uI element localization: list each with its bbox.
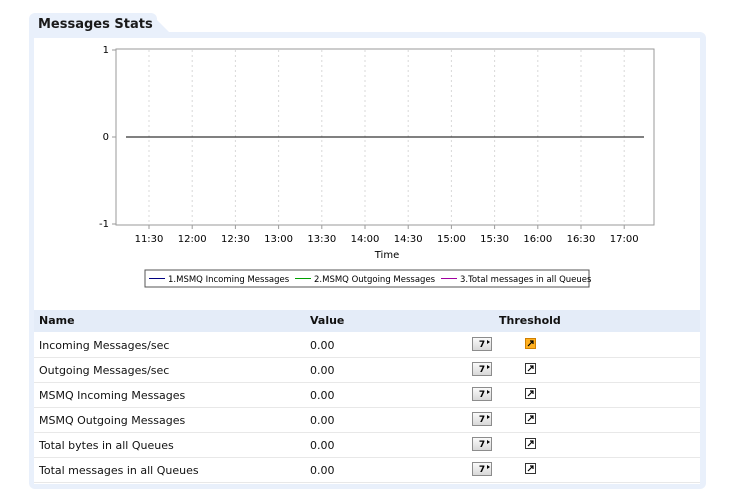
table-row: Total bytes in all Queues 0.00 7	[34, 433, 700, 458]
table-row: Incoming Messages/sec 0.00 7	[34, 333, 700, 358]
seven-day-graph-button[interactable]: 7	[472, 362, 492, 376]
x-tick-label: 12:30	[221, 234, 250, 245]
threshold-edit-icon[interactable]	[525, 413, 536, 424]
legend-entry: 3.Total messages in all Queues	[460, 275, 592, 285]
x-tick-label: 11:30	[135, 234, 164, 245]
x-tick-label: 12:00	[178, 234, 207, 245]
x-tick-label: 14:00	[351, 234, 380, 245]
x-tick-label: 17:00	[610, 234, 639, 245]
row-value: 0.00	[310, 339, 335, 352]
seven-day-graph-button[interactable]: 7	[472, 337, 492, 351]
x-tick-label: 14:30	[394, 234, 423, 245]
x-tick-label: 15:00	[437, 234, 466, 245]
threshold-edit-icon[interactable]	[525, 363, 536, 374]
y-tick-label: 1	[103, 45, 109, 56]
row-value: 0.00	[310, 439, 335, 452]
header-name: Name	[39, 314, 75, 327]
row-value: 0.00	[310, 464, 335, 477]
threshold-edit-icon[interactable]	[525, 338, 536, 349]
messages-chart: 11:30 12:00 12:30 13:00 13:30 14:00 14:30 15:00…	[99, 45, 655, 288]
row-name: MSMQ Incoming Messages	[39, 389, 186, 402]
header-value: Value	[310, 314, 345, 327]
seven-day-graph-button[interactable]: 7	[472, 437, 492, 451]
table-row: MSMQ Outgoing Messages 0.00 7	[34, 408, 700, 433]
threshold-edit-icon[interactable]	[525, 388, 536, 399]
play-arrow-icon	[487, 390, 490, 394]
y-tick-label: 0	[103, 132, 109, 143]
header-threshold: Threshold	[499, 314, 561, 327]
x-tick-label: 15:30	[480, 234, 509, 245]
x-tick-label: 16:30	[567, 234, 596, 245]
table-row: MSMQ Incoming Messages 0.00 7	[34, 383, 700, 408]
threshold-edit-icon[interactable]	[525, 463, 536, 474]
play-arrow-icon	[487, 365, 490, 369]
x-tick-label: 16:00	[523, 234, 552, 245]
legend-entry: 1.MSMQ Incoming Messages	[168, 275, 290, 285]
panel-tab-slope	[150, 13, 174, 37]
seven-day-label: 7	[478, 365, 486, 375]
seven-day-label: 7	[478, 465, 486, 475]
row-name: MSMQ Outgoing Messages	[39, 414, 186, 427]
table-row: Total messages in all Queues 0.00 7	[34, 458, 700, 483]
row-name: Outgoing Messages/sec	[39, 364, 170, 377]
x-tick-label: 13:30	[307, 234, 336, 245]
play-arrow-icon	[487, 415, 490, 419]
seven-day-label: 7	[478, 340, 486, 350]
row-value: 0.00	[310, 389, 335, 402]
play-arrow-icon	[487, 465, 490, 469]
table-header: Name Value Threshold	[34, 310, 700, 332]
seven-day-graph-button[interactable]: 7	[472, 462, 492, 476]
panel-tab	[29, 13, 157, 39]
x-tick-label: 13:00	[264, 234, 293, 245]
row-name: Incoming Messages/sec	[39, 339, 170, 352]
y-tick-label: -1	[99, 219, 109, 230]
seven-day-label: 7	[478, 390, 486, 400]
legend-entry: 2.MSMQ Outgoing Messages	[314, 275, 436, 285]
row-name: Total messages in all Queues	[39, 464, 199, 477]
seven-day-label: 7	[478, 415, 486, 425]
row-value: 0.00	[310, 414, 335, 427]
seven-day-graph-button[interactable]: 7	[472, 412, 492, 426]
play-arrow-icon	[487, 340, 490, 344]
seven-day-graph-button[interactable]: 7	[472, 387, 492, 401]
row-value: 0.00	[310, 364, 335, 377]
panel-title: Messages Stats	[38, 17, 153, 32]
seven-day-label: 7	[478, 440, 486, 450]
play-arrow-icon	[487, 440, 490, 444]
row-name: Total bytes in all Queues	[39, 439, 174, 452]
chart-legend	[144, 269, 590, 288]
threshold-edit-icon[interactable]	[525, 438, 536, 449]
table-row: Outgoing Messages/sec 0.00 7	[34, 358, 700, 383]
x-axis-label: Time	[374, 250, 399, 261]
